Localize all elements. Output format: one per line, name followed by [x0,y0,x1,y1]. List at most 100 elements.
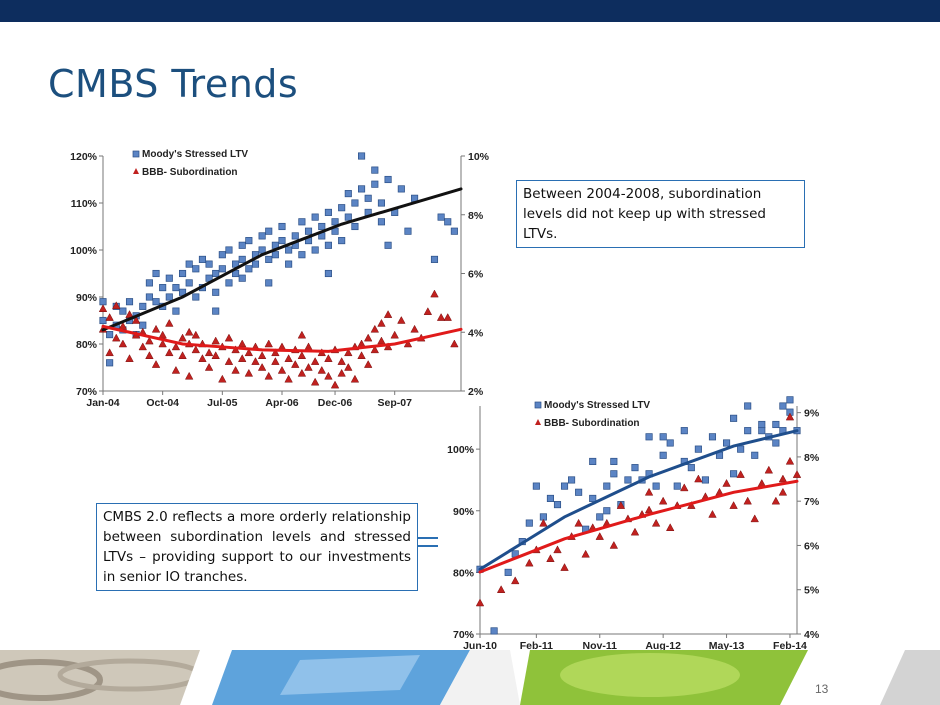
ltv-point [152,269,160,278]
x-tick-label: Feb-14 [773,640,807,652]
callout-cmbs-2: CMBS 2.0 reflects a more orderly relatio… [96,503,418,591]
ltv-point [245,265,253,273]
subordination-point [383,310,393,318]
subordination-point [658,496,668,505]
ltv-point [99,316,107,325]
x-tick-label: Aug-12 [645,640,681,652]
subordination-point [792,470,802,478]
ltv-point [179,269,187,278]
ltv-point [159,284,167,292]
legend-ltv-marker [132,150,140,158]
subordination-point [694,474,703,483]
page-title: CMBS Trends [48,62,299,106]
ltv-point [744,402,752,410]
subordination-point [291,360,300,368]
subordination-point [151,324,161,333]
page-number: 13 [815,682,829,696]
subordination-point [357,351,366,359]
subordination-point [785,412,795,421]
ltv-point [553,501,562,509]
ltv-point [603,507,611,515]
ltv-point [384,241,392,249]
callout-connector [414,537,438,547]
ltv-point [212,307,220,315]
ltv-point [165,293,173,301]
ltv-point [198,255,206,263]
subordination-point [131,315,141,324]
ltv-point [358,152,366,160]
subordination-point [771,496,781,505]
ltv-point [285,246,293,254]
ltv-point [744,427,752,435]
ltv-point [225,246,233,254]
x-tick-label: Jul-05 [207,397,238,409]
ltv-point [645,433,653,441]
right-tick-label: 8% [468,210,484,222]
subordination-point [330,380,340,389]
right-tick-label: 2% [468,386,484,398]
subordination-point [211,336,220,345]
footer-photo-strip [0,650,940,705]
subordination-point [708,509,717,518]
ltv-point [631,464,639,472]
subordination-point [171,365,181,374]
ltv-point [218,265,226,273]
ltv-point [772,439,780,447]
right-tick-label: 6% [468,269,484,281]
subordination-point [778,487,788,496]
subordination-point [363,360,373,368]
subordination-point [277,365,287,374]
x-tick-label: May-13 [709,640,745,652]
subordination-point [370,345,380,354]
legend-subordination-marker [133,168,139,174]
chart-cmbs-2004-2008: 70% 80% 90% 100% 110% 120% 2% 4% 6% 8% 10% Jan-04 Oc… [70,149,490,409]
ltv-point [311,213,319,221]
subordination-point [397,315,406,324]
subordination-point [118,339,128,348]
ltv-point [560,482,569,490]
ltv-point [666,439,674,447]
ltv-point [258,232,266,240]
ltv-point [172,307,180,315]
subordination-point [284,374,293,383]
header-bar [0,0,940,22]
subordination-point [165,348,174,357]
ltv-point [351,199,359,207]
right-tick-label: 8% [804,452,820,464]
ltv-point [589,457,597,466]
subordination-point [211,351,220,359]
ltv-point [779,402,787,410]
ltv-point [610,457,618,466]
ltv-point [139,321,147,329]
x-tick-label: Oct-04 [146,397,179,409]
subordination-trendline [478,479,799,574]
subordination-point [443,313,452,321]
ltv-point [596,513,604,521]
subordination-point [304,362,313,371]
left-tick-label: 80% [76,339,98,351]
ltv-point [192,265,200,273]
x-tick-label: Feb-11 [520,640,553,652]
ltv-point [338,237,346,245]
right-tick-label: 7% [804,496,820,508]
ltv-point [708,433,717,441]
ltv-point [304,227,313,235]
subordination-point [151,360,161,368]
subordination-point [651,518,661,527]
left-tick-label: 90% [453,506,475,518]
subordination-point [310,357,320,365]
subordination-point [171,342,181,351]
ltv-trendline [478,429,799,571]
left-tick-label: 110% [71,198,98,210]
subordination-point [98,304,108,312]
ltv-point [659,451,667,459]
right-tick-label: 4% [804,629,820,641]
ltv-point [758,420,766,429]
ltv-point [504,568,512,576]
subordination-point [238,354,247,362]
left-tick-label: 70% [453,629,475,641]
subordination-point [680,483,689,492]
right-tick-label: 6% [804,540,820,552]
ltv-point [185,279,193,287]
ltv-point [673,482,681,490]
